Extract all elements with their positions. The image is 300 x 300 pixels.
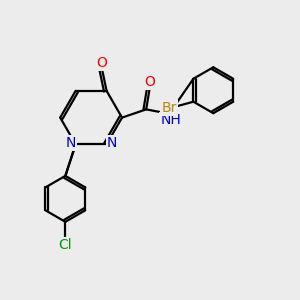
Text: O: O (144, 75, 155, 89)
Text: Cl: Cl (58, 238, 72, 252)
Text: N: N (65, 136, 76, 150)
Text: NH: NH (160, 113, 181, 127)
Text: N: N (107, 136, 117, 150)
Text: O: O (97, 56, 108, 70)
Text: Br: Br (161, 100, 177, 115)
